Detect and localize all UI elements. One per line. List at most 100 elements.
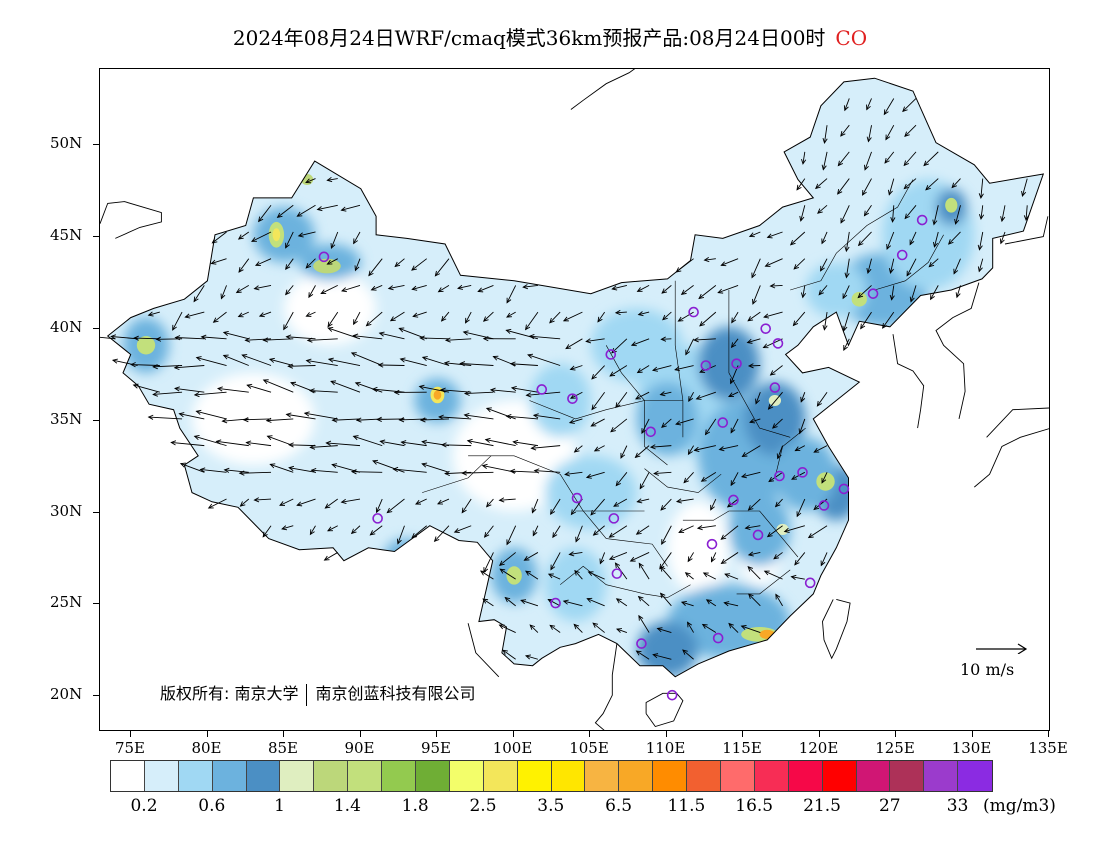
japan-honshu: [986, 407, 1049, 438]
wind-arrow: [254, 258, 272, 266]
wind-arrow: [477, 284, 494, 293]
wind-arrow: [844, 258, 850, 279]
japan-kyushu: [974, 428, 1049, 488]
wind-arrow: [547, 573, 561, 580]
wind-arrow: [132, 383, 160, 393]
wind-arrow: [437, 498, 450, 505]
wind-arrow: [641, 418, 650, 435]
x-tick-label: 135E: [1028, 739, 1068, 757]
y-tick: [93, 328, 99, 329]
wind-arrow: [444, 470, 472, 476]
city-marker: [567, 393, 578, 404]
wind-arrow: [635, 525, 650, 535]
wind-arrow: [433, 525, 450, 543]
wind-arrow: [245, 440, 272, 447]
title-species: CO: [835, 26, 868, 50]
city-marker: [818, 500, 830, 511]
wind-arrow: [639, 472, 650, 490]
wind-arrow: [746, 338, 761, 344]
wind-arrow: [461, 498, 472, 514]
wind-arrow: [353, 231, 361, 245]
wind-arrow: [330, 380, 361, 393]
wind-arrow: [489, 387, 516, 393]
wind-arrow: [837, 178, 850, 195]
wind-arrow: [368, 258, 383, 277]
wind-arrow: [659, 552, 672, 570]
legend-label: 1.4: [333, 796, 361, 816]
wind-arrow: [392, 466, 427, 473]
wind-arrow: [930, 285, 939, 301]
x-tick-label: 120E: [798, 739, 839, 757]
wind-arrow: [378, 331, 405, 340]
wind-arrow: [533, 468, 561, 474]
wind-arrow: [635, 391, 650, 400]
wind-arrow: [928, 258, 939, 268]
wind-arrow: [178, 412, 205, 420]
wind-arrow: [636, 498, 650, 504]
wind-arrow: [331, 463, 361, 473]
wind-arrow: [506, 311, 516, 318]
wind-arrow: [285, 285, 294, 296]
wind-arrow: [840, 205, 850, 224]
legend-unit: (mg/m3): [983, 796, 1056, 816]
wind-arrow: [773, 552, 783, 560]
wind-arrow: [549, 311, 561, 324]
wind-arrow: [609, 365, 628, 377]
city-marker: [838, 483, 850, 495]
wind-arrow: [331, 417, 361, 423]
city-marker: [774, 470, 785, 482]
city-marker: [372, 513, 383, 524]
wind-arrow: [434, 258, 450, 277]
wind-arrow: [638, 614, 650, 633]
china-border: [106, 77, 1045, 678]
copyright-part2: 南京创蓝科技有限公司: [315, 684, 476, 703]
wind-arrow: [505, 328, 539, 340]
wind-arrow: [262, 525, 272, 538]
wind-arrow: [904, 204, 917, 220]
wind-arrow: [463, 390, 494, 396]
wind-arrow: [527, 353, 561, 366]
taiwan: [822, 598, 851, 660]
wind-arrow: [268, 357, 294, 366]
wind-arrow: [615, 598, 628, 607]
legend-swatch: [924, 761, 959, 791]
wind-arrow: [675, 498, 694, 504]
wind-arrow: [637, 311, 650, 317]
wind-arrow: [320, 284, 338, 295]
wind-arrow: [620, 445, 628, 459]
wind-arrow: [744, 524, 761, 531]
x-tick: [742, 731, 743, 737]
wind-arrow: [699, 311, 717, 327]
wind-arrow: [837, 151, 850, 167]
province-boundary: [644, 468, 722, 493]
wind-arrow: [717, 284, 739, 294]
wind-arrow: [220, 285, 227, 300]
legend-swatch: [178, 761, 213, 791]
wind-arrow: [212, 311, 227, 323]
wind-arrow: [285, 412, 316, 420]
city-marker: [752, 529, 764, 541]
wind-arrow: [748, 593, 761, 607]
wind-arrow: [585, 471, 605, 479]
legend-label: 27: [878, 796, 901, 816]
legend-label: 6.5: [605, 796, 633, 816]
x-tick: [1048, 731, 1049, 737]
wind-arrow: [466, 438, 494, 447]
wind-arrow: [354, 381, 383, 393]
x-tick-label: 95E: [420, 739, 452, 757]
wind-arrow: [387, 284, 405, 291]
legend-swatch: [111, 761, 145, 791]
wind-arrow: [550, 498, 561, 516]
wind-arrow: [253, 497, 272, 503]
wind-arrow: [170, 440, 205, 447]
chart-title: 2024年08月24日WRF/cmaq模式36km预报产品:08月24日00时 C…: [0, 22, 1100, 51]
wind-arrow: [575, 525, 583, 543]
wind-arrow: [651, 365, 672, 372]
wind-arrow: [133, 335, 160, 341]
wind-arrow: [685, 338, 695, 356]
wind-arrow: [822, 125, 828, 144]
wind-arrow: [288, 465, 316, 473]
city-marker: [688, 306, 699, 318]
hotspot: [272, 228, 281, 242]
wind-reference-arrow: [976, 643, 1028, 654]
